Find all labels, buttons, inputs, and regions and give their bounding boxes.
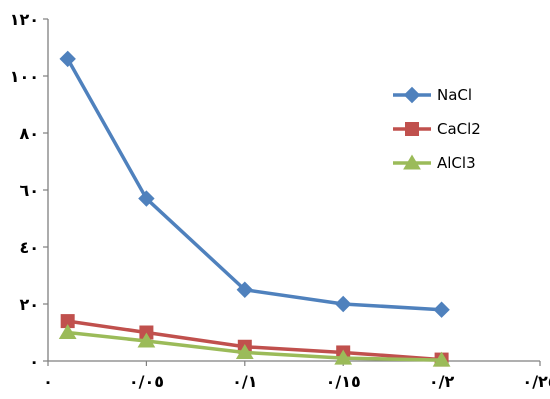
data-point-nacl <box>433 301 450 318</box>
x-tick-label: ٠/١٥ <box>326 372 361 391</box>
y-tick-label: ٦٠ <box>19 181 39 200</box>
x-tick-label: ٠/٠٥ <box>129 372 164 391</box>
x-tick-label: ٠ <box>43 372 53 391</box>
legend-marker-alcl3 <box>403 154 421 170</box>
data-point-nacl <box>59 50 76 68</box>
legend-marker-cacl2 <box>405 122 419 136</box>
y-tick-label: ١٢٠ <box>10 10 39 29</box>
y-tick-label: ١٠٠ <box>10 67 39 86</box>
data-point-alcl3 <box>334 349 353 365</box>
x-tick-label: ٠/١ <box>232 372 257 391</box>
series-line-nacl <box>66 58 442 312</box>
x-tick-label: ٠/٢٥ <box>522 372 550 391</box>
y-tick-label: ٠ <box>29 352 39 371</box>
y-tick-label: ٢٠ <box>19 295 39 314</box>
data-point-nacl <box>138 190 155 207</box>
data-point-alcl3 <box>432 351 451 367</box>
y-tick-label: ٨٠ <box>19 124 39 143</box>
legend-marker-nacl <box>403 86 421 104</box>
legend-label-cacl2: CaCl2 <box>437 120 481 138</box>
y-tick-label: ٤٠ <box>19 238 39 257</box>
data-point-alcl3 <box>235 343 254 359</box>
data-point-alcl3 <box>137 332 156 348</box>
legend-label-alcl3: AlCl3 <box>437 154 476 172</box>
data-point-nacl <box>236 281 254 298</box>
x-tick-label: ٠/٢ <box>429 372 455 391</box>
data-point-nacl <box>334 295 352 313</box>
data-point-alcl3 <box>58 324 77 339</box>
legend-label-nacl: NaCl <box>437 86 472 104</box>
